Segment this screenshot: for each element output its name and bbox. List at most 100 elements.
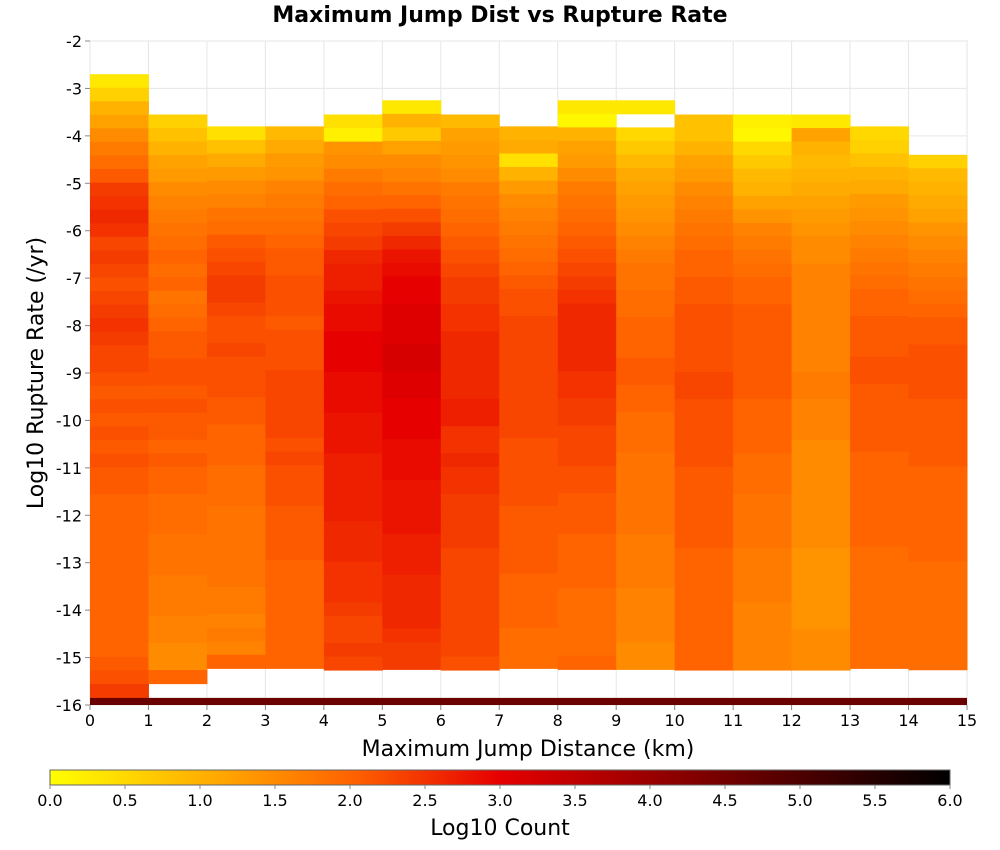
heatmap-cell bbox=[323, 209, 383, 224]
heatmap-cell bbox=[557, 655, 617, 670]
y-tick-label: -4 bbox=[66, 127, 82, 146]
heatmap-cell bbox=[90, 562, 149, 577]
heatmap-cell bbox=[148, 670, 208, 685]
heatmap-cell bbox=[323, 358, 383, 373]
heatmap-cell bbox=[733, 195, 793, 210]
heatmap-cell bbox=[850, 167, 910, 182]
heatmap-cell bbox=[148, 385, 208, 400]
heatmap-cell bbox=[791, 453, 851, 468]
heatmap-cell bbox=[499, 492, 559, 507]
heatmap-cell bbox=[206, 207, 266, 222]
heatmap-cell bbox=[382, 615, 442, 630]
heatmap-cell bbox=[733, 493, 793, 508]
heatmap-cell bbox=[557, 384, 617, 399]
heatmap-cell bbox=[908, 209, 968, 224]
heatmap-cell bbox=[908, 195, 968, 210]
heatmap-cell bbox=[323, 453, 383, 468]
heatmap-cell bbox=[206, 600, 266, 615]
heatmap-cell bbox=[908, 263, 968, 278]
x-tick-label: 3 bbox=[260, 711, 270, 730]
heatmap-cell bbox=[674, 466, 734, 481]
heatmap-cell bbox=[206, 492, 266, 507]
heatmap-cell bbox=[90, 629, 149, 644]
heatmap-cell bbox=[616, 601, 676, 616]
heatmap-cell bbox=[265, 194, 325, 209]
heatmap-cell bbox=[616, 330, 676, 345]
heatmap-cell bbox=[616, 615, 676, 630]
heatmap-cell bbox=[90, 467, 149, 482]
heatmap-cell bbox=[148, 236, 208, 251]
heatmap-cell bbox=[323, 263, 383, 278]
heatmap-cell bbox=[616, 195, 676, 210]
y-axis: -2 -3 -4 -5 -6 -7 -8 -9 -10 -11 -12 -13 -14 -15 -16 bbox=[56, 32, 90, 715]
heatmap-cell bbox=[382, 520, 442, 535]
colorbar-tick-label: 2.0 bbox=[337, 791, 362, 810]
heatmap-cell bbox=[616, 520, 676, 535]
heatmap-cell bbox=[148, 656, 208, 671]
x-tick-label: 9 bbox=[611, 711, 621, 730]
heatmap-cell bbox=[733, 128, 793, 143]
heatmap-cell bbox=[616, 628, 676, 643]
heatmap-cell bbox=[557, 357, 617, 372]
heatmap-cell bbox=[499, 573, 559, 588]
heatmap-cell bbox=[382, 140, 442, 155]
heatmap-cell bbox=[616, 181, 676, 196]
heatmap-cell bbox=[733, 290, 793, 305]
heatmap-cell bbox=[557, 574, 617, 589]
heatmap-cell bbox=[674, 250, 734, 265]
heatmap-cell bbox=[733, 358, 793, 373]
heatmap-cell bbox=[265, 465, 325, 480]
x-tick-label: 15 bbox=[957, 711, 977, 730]
heatmap-cell bbox=[265, 614, 325, 629]
heatmap-cell bbox=[323, 493, 383, 508]
heatmap-cell bbox=[440, 656, 500, 671]
heatmap-cell bbox=[733, 250, 793, 265]
heatmap-cell bbox=[616, 642, 676, 657]
heatmap-cell bbox=[733, 656, 793, 671]
heatmap-cell bbox=[265, 207, 325, 222]
heatmap-cell bbox=[265, 573, 325, 588]
heatmap-cell bbox=[382, 398, 442, 413]
heatmap-cell bbox=[382, 411, 442, 426]
colorbar-tick-label: 5.5 bbox=[862, 791, 887, 810]
heatmap-cell bbox=[557, 168, 617, 183]
heatmap-cell bbox=[616, 411, 676, 426]
heatmap-cell bbox=[674, 209, 734, 224]
heatmap-cell bbox=[557, 344, 617, 359]
colorbar-tick-label: 3.5 bbox=[562, 791, 587, 810]
heatmap-cell bbox=[674, 304, 734, 319]
heatmap-cell bbox=[850, 153, 910, 168]
heatmap-cell bbox=[674, 453, 734, 468]
heatmap-cell bbox=[148, 399, 208, 414]
heatmap-cell bbox=[908, 358, 968, 373]
heatmap-cell bbox=[850, 641, 910, 656]
heatmap-cell bbox=[90, 277, 149, 292]
heatmap-cell bbox=[90, 399, 149, 414]
heatmap-cell bbox=[791, 236, 851, 251]
heatmap-cell bbox=[499, 559, 559, 575]
heatmap-cell bbox=[265, 167, 325, 182]
heatmap-cell bbox=[265, 438, 325, 453]
heatmap-cell bbox=[791, 155, 851, 170]
heatmap-cell bbox=[499, 641, 559, 656]
heatmap-cell bbox=[382, 466, 442, 481]
colorbar-tick-label: 6.0 bbox=[937, 791, 962, 810]
heatmap-cell bbox=[499, 302, 559, 317]
heatmap-cell bbox=[557, 628, 617, 643]
heatmap-cell bbox=[440, 317, 500, 332]
heatmap-cell bbox=[791, 195, 851, 210]
heatmap-cell bbox=[265, 559, 325, 575]
heatmap-cell bbox=[206, 343, 266, 358]
heatmap-cell bbox=[557, 100, 617, 115]
colorbar-tick-label: 5.0 bbox=[787, 791, 812, 810]
heatmap-cell bbox=[148, 412, 208, 427]
heatmap-cell bbox=[499, 587, 559, 602]
heatmap-cell bbox=[908, 181, 968, 196]
heatmap-cell bbox=[791, 642, 851, 658]
heatmap-cell bbox=[850, 356, 910, 371]
heatmap-cell bbox=[499, 329, 559, 344]
heatmap-cell bbox=[908, 615, 968, 630]
heatmap-cell bbox=[733, 317, 793, 332]
y-tick-label: -9 bbox=[66, 364, 82, 383]
heatmap-cell bbox=[674, 588, 734, 603]
